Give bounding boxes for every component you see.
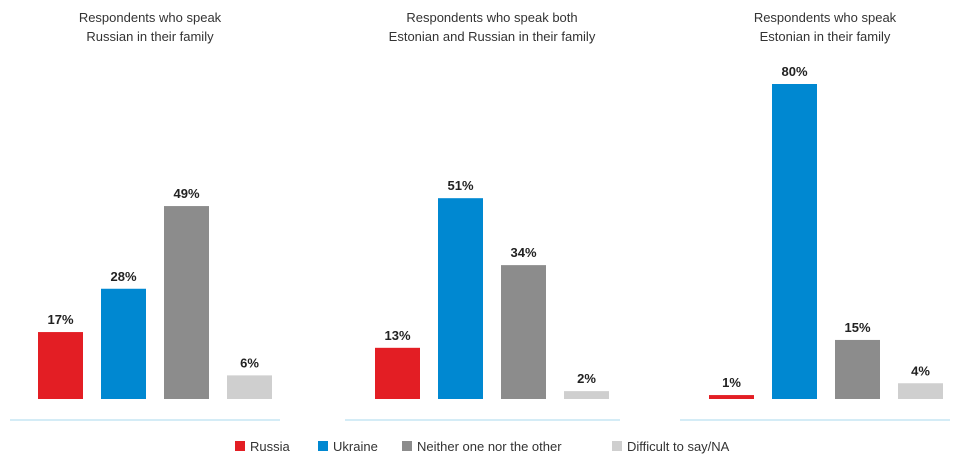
legend-swatch xyxy=(612,441,622,451)
legend: Russia Ukraine Neither one nor the other Di… xyxy=(235,439,730,454)
panel-title-line: Estonian and Russian in their family xyxy=(389,29,596,44)
legend-item: Neither one nor the other xyxy=(402,439,562,454)
bar-value-label: 1% xyxy=(722,375,741,390)
legend-label: Neither one nor the other xyxy=(417,439,562,454)
bar-value-label: 6% xyxy=(240,355,259,370)
bar-value-label: 4% xyxy=(911,363,930,378)
legend-swatch xyxy=(235,441,245,451)
chart-panel-3: Respondents who speak Estonian in their f… xyxy=(680,10,950,421)
bar-ukraine xyxy=(438,198,483,399)
bar-value-label: 51% xyxy=(447,178,473,193)
bar-value-label: 80% xyxy=(781,64,807,79)
legend-item: Difficult to say/NA xyxy=(612,439,730,454)
bar-value-label: 49% xyxy=(173,186,199,201)
legend-item: Russia xyxy=(235,439,291,454)
bar-value-label: 34% xyxy=(510,245,536,260)
panel-title-line: Respondents who speak xyxy=(79,10,222,25)
bar-ukraine xyxy=(772,84,817,399)
bar-russia xyxy=(375,347,420,399)
panel-title-line: Respondents who speak xyxy=(754,10,897,25)
panel-title-line: Estonian in their family xyxy=(760,29,891,44)
legend-label: Ukraine xyxy=(333,439,378,454)
panel-title-line: Respondents who speak both xyxy=(406,10,577,25)
chart-panel-2: Respondents who speak both Estonian and R… xyxy=(345,10,620,421)
bar-value-label: 2% xyxy=(577,371,596,386)
bar-neither-one-nor-the-other xyxy=(835,339,880,399)
bar-difficult-to-say-na xyxy=(564,391,609,399)
chart-panel-1: Respondents who speak Russian in their fa… xyxy=(10,10,280,421)
panels: Respondents who speak Russian in their fa… xyxy=(10,10,950,421)
bar-value-label: 28% xyxy=(110,269,136,284)
bar-russia xyxy=(38,332,83,399)
bar-value-label: 15% xyxy=(844,320,870,335)
bar-russia xyxy=(709,395,754,399)
bar-value-label: 17% xyxy=(47,312,73,327)
legend-label: Russia xyxy=(250,439,291,454)
panel-title-line: Russian in their family xyxy=(86,29,214,44)
legend-swatch xyxy=(318,441,328,451)
legend-swatch xyxy=(402,441,412,451)
bar-difficult-to-say-na xyxy=(898,383,943,399)
bar-difficult-to-say-na xyxy=(227,375,272,399)
bar-neither-one-nor-the-other xyxy=(164,206,209,399)
legend-item: Ukraine xyxy=(318,439,378,454)
legend-label: Difficult to say/NA xyxy=(627,439,730,454)
bar-neither-one-nor-the-other xyxy=(501,265,546,399)
bar-ukraine xyxy=(101,288,146,399)
bar-value-label: 13% xyxy=(384,328,410,343)
